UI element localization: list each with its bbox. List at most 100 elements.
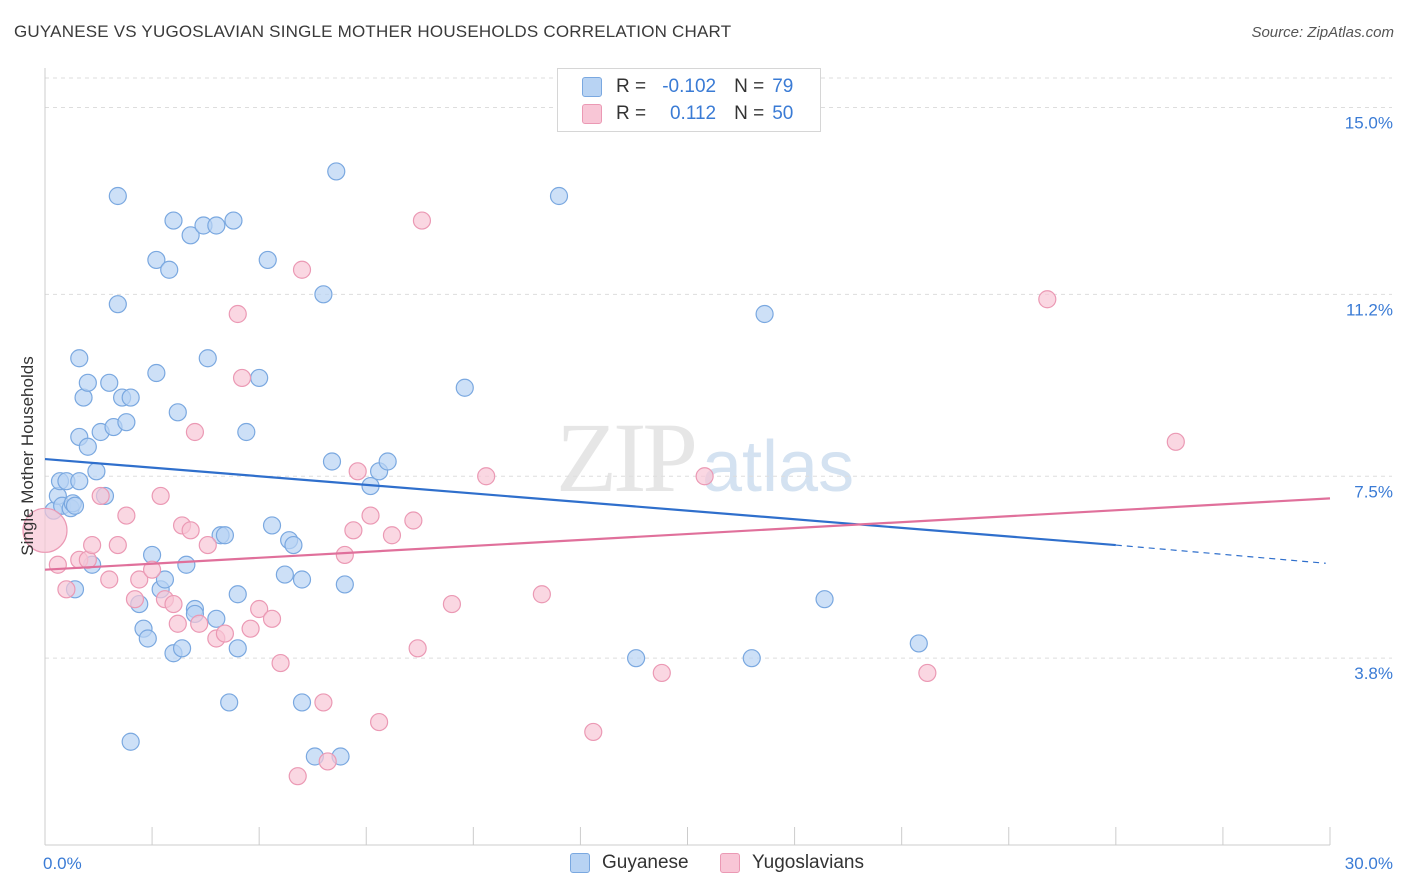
yugoslavian-point [1166, 432, 1185, 451]
yugoslavian-point [130, 570, 149, 589]
yugoslavian-point [151, 486, 170, 506]
guyanese-point [258, 250, 277, 270]
guyanese-legend-label: Guyanese [602, 852, 689, 873]
y-axis-label: Single Mother Households [18, 356, 37, 556]
guyanese-point [626, 649, 646, 668]
guyanese-point [742, 649, 761, 668]
yugoslavian-point [404, 511, 423, 530]
yugoslavian-point [198, 535, 217, 555]
y-tick-label: 15.0% [1345, 114, 1393, 133]
bottom-legend-yugoslavians: Yugoslavians [720, 852, 864, 874]
n-label: N = [734, 76, 765, 97]
guyanese-point [220, 693, 239, 712]
guyanese-point [215, 526, 234, 545]
yugoslavian-point [164, 594, 183, 614]
yugoslavian-point [215, 624, 234, 643]
guyanese-point [378, 452, 397, 471]
yugoslavian-legend-label: Yugoslavians [752, 852, 864, 873]
yugoslavian-point [292, 260, 312, 279]
yugoslavian-point [695, 467, 714, 486]
yugoslavian-point [442, 594, 462, 614]
guyanese-point [455, 378, 474, 397]
yugoslavian-point [652, 663, 671, 683]
y-tick-label: 3.8% [1354, 664, 1393, 683]
yugoslavian-point [361, 506, 380, 525]
guyanese-point [314, 285, 333, 304]
yugoslavian-point [168, 614, 187, 633]
guyanese-point [207, 216, 226, 235]
yugoslavian-point [370, 712, 389, 732]
guyanese-point [177, 555, 196, 574]
guyanese-point [909, 634, 928, 653]
n-label: N = [734, 103, 765, 124]
guyanese-swatch [582, 77, 602, 97]
yugoslavian-point [271, 653, 290, 673]
guyanese-point [262, 516, 282, 535]
guyanese-point [147, 250, 166, 270]
guyanese-point [250, 368, 269, 388]
yugoslavian-point [22, 507, 68, 553]
y-tick-label: 11.2% [1346, 300, 1393, 319]
guyanese-point [168, 403, 187, 422]
yugoslavian-point [142, 560, 162, 579]
tick-label-layer: 3.8% 7.5% 11.2% 15.0% 0.0% 30.0% [43, 114, 1393, 874]
chart-title: GUYANESE VS YUGOSLAVIAN SINGLE MOTHER HO… [14, 22, 732, 41]
guyanese-point [292, 570, 312, 589]
yugoslavian-point [314, 693, 333, 712]
guyanese-point [78, 373, 97, 392]
r-label: R = [616, 76, 647, 97]
yugoslavian-trend-line [44, 497, 1331, 571]
guyanese-point [181, 226, 200, 245]
guyanese-point [335, 575, 354, 594]
yugoslavian-point [48, 555, 67, 574]
guyanese-point [327, 162, 346, 181]
guyanese-trend-extension [1115, 544, 1326, 564]
guyanese-point [108, 186, 127, 206]
legend-row-yugoslavians: R = 0.112 N = 50 [582, 101, 793, 127]
guyanese-point [100, 373, 119, 392]
guyanese-point [70, 349, 89, 368]
yugoslavian-legend-swatch [720, 853, 740, 873]
guyanese-trend-line [44, 457, 1116, 547]
yugoslavian-point [335, 545, 354, 565]
yugoslavian-point [262, 609, 282, 628]
x-tick-label-min: 0.0% [43, 854, 82, 873]
yugoslavian-point [83, 535, 102, 555]
yugoslavian-point [532, 585, 551, 604]
yugoslavian-point [318, 752, 337, 771]
yugoslavian-point [117, 506, 136, 525]
axis-layer [44, 68, 1331, 846]
guyanese-point [78, 437, 97, 456]
guyanese-point [160, 260, 179, 279]
guyanese-n-value: 79 [772, 76, 794, 97]
yugoslavian-point [100, 570, 119, 589]
guyanese-point [121, 732, 140, 751]
guyanese-point [108, 295, 127, 314]
guyanese-point [65, 496, 85, 515]
guyanese-point [228, 585, 247, 604]
yugoslavian-point [408, 639, 427, 658]
yugoslavian-point [232, 368, 252, 388]
guyanese-point [322, 452, 342, 471]
yugoslavian-point [477, 467, 496, 486]
stats-legend: R = -0.102 N = 79 R = 0.112 N = 50 [557, 68, 821, 132]
yugoslavian-point [348, 462, 367, 481]
legend-row-guyanese: R = -0.102 N = 79 [582, 74, 793, 100]
guyanese-point [155, 570, 175, 589]
yugoslavian-swatch [582, 104, 602, 124]
x-tick-label-max: 30.0% [1345, 854, 1393, 873]
guyanese-point [121, 388, 140, 407]
guyanese-point [549, 186, 569, 206]
yugoslavian-point [288, 767, 307, 786]
yugoslavian-point [181, 521, 200, 540]
bottom-legend-guyanese: Guyanese [570, 852, 689, 874]
r-label: R = [616, 103, 647, 124]
yugoslavian-point [584, 722, 603, 742]
guyanese-point [815, 590, 834, 609]
yugoslavian-point [185, 422, 205, 442]
guyanese-point [198, 349, 217, 368]
yugoslavian-point [382, 526, 402, 545]
guyanese-legend-swatch [570, 853, 590, 873]
yugoslavian-point [228, 304, 247, 324]
guyanese-point [224, 211, 243, 230]
